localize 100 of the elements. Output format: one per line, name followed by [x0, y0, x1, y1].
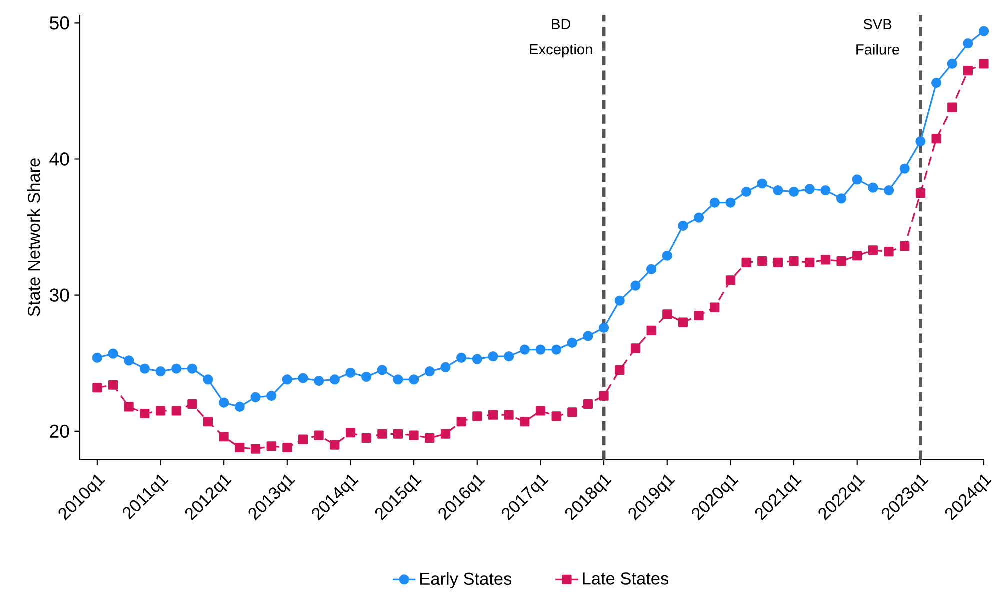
point	[314, 376, 324, 386]
point	[377, 365, 388, 376]
point	[330, 374, 340, 385]
point	[298, 434, 308, 444]
point	[552, 412, 562, 422]
point	[425, 433, 435, 444]
point	[378, 429, 388, 439]
point	[963, 38, 974, 49]
point	[92, 352, 102, 363]
point	[282, 374, 292, 385]
point	[456, 352, 467, 363]
point	[868, 246, 878, 256]
point	[172, 406, 182, 416]
point	[741, 186, 752, 197]
point	[836, 256, 846, 266]
point	[362, 372, 372, 382]
point	[884, 185, 894, 196]
point	[140, 364, 150, 374]
point	[758, 256, 768, 266]
point	[710, 198, 720, 208]
point	[916, 136, 926, 147]
point	[963, 66, 973, 76]
point	[678, 318, 688, 328]
point	[884, 247, 894, 257]
point	[551, 344, 562, 355]
point	[979, 59, 989, 69]
point	[266, 390, 277, 402]
point	[583, 399, 593, 409]
point	[393, 429, 404, 439]
point	[472, 412, 482, 422]
point	[156, 366, 166, 377]
point	[440, 362, 451, 373]
point	[440, 429, 451, 439]
point	[598, 322, 610, 334]
point	[630, 344, 640, 354]
point	[108, 348, 118, 359]
point	[820, 185, 831, 196]
point	[520, 417, 530, 427]
point	[203, 374, 214, 385]
point	[694, 310, 704, 321]
point	[583, 331, 594, 342]
point	[314, 430, 324, 440]
point	[773, 185, 784, 196]
y-tick-label: 20	[50, 424, 70, 438]
point	[932, 134, 942, 144]
point	[488, 352, 498, 362]
point	[536, 406, 546, 416]
point	[710, 302, 720, 312]
point	[92, 383, 102, 393]
point	[250, 444, 261, 454]
point	[788, 186, 800, 197]
point	[346, 428, 356, 438]
point	[662, 310, 672, 320]
point	[852, 251, 862, 261]
point	[615, 365, 625, 375]
point	[852, 174, 862, 185]
point	[599, 391, 609, 401]
point	[219, 432, 229, 442]
point	[916, 188, 926, 198]
point	[172, 364, 182, 374]
point	[409, 374, 420, 385]
point	[900, 164, 910, 174]
point	[472, 354, 482, 364]
point	[108, 380, 118, 390]
point	[456, 417, 466, 427]
point	[900, 242, 910, 252]
point	[836, 194, 847, 204]
point	[203, 417, 214, 427]
point	[726, 276, 736, 286]
point	[757, 178, 768, 189]
point	[504, 352, 514, 362]
point	[978, 26, 990, 36]
point	[188, 399, 198, 409]
point	[931, 78, 942, 88]
point	[124, 356, 134, 366]
point	[298, 373, 308, 384]
point	[742, 258, 752, 268]
point	[187, 364, 198, 374]
point	[694, 212, 704, 223]
point	[630, 280, 641, 291]
point	[219, 398, 230, 408]
point	[662, 250, 672, 261]
point	[568, 408, 578, 418]
ref-line-label: SVB Failure	[856, 19, 900, 55]
point	[868, 182, 878, 193]
point	[773, 258, 783, 268]
point	[409, 430, 419, 440]
point	[726, 198, 736, 208]
point	[805, 258, 815, 268]
y-tick-label: 30	[50, 288, 70, 302]
point	[140, 408, 150, 419]
point	[520, 344, 530, 355]
point	[804, 184, 815, 194]
point	[156, 406, 166, 416]
point	[646, 264, 657, 275]
point	[346, 368, 356, 378]
point	[234, 402, 245, 412]
point	[362, 433, 372, 444]
y-axis-title: State Network Share	[27, 158, 40, 316]
y-tick-label: 50	[50, 16, 70, 30]
